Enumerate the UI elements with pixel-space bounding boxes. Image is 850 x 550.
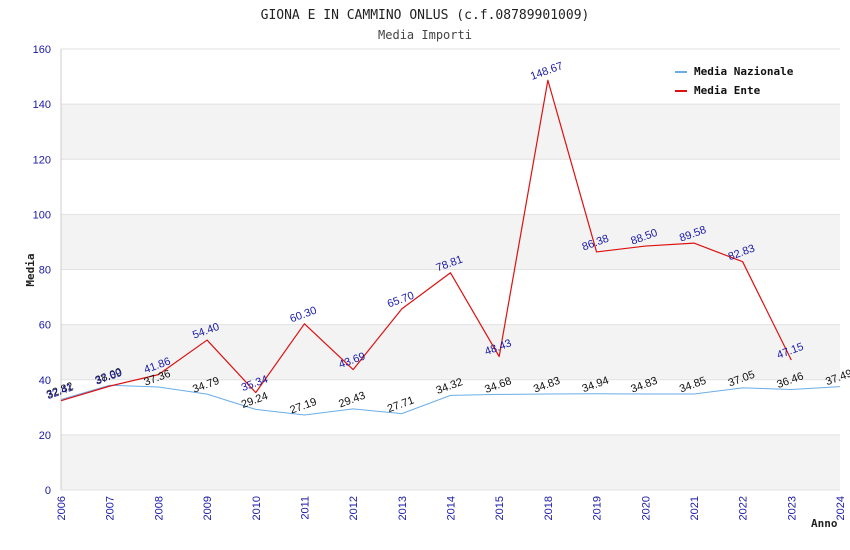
y-tick-label: 160	[33, 44, 51, 56]
grid-band	[61, 214, 840, 270]
series-line-ente	[60, 79, 792, 402]
x-tick-label: 2009	[202, 496, 214, 520]
grid-band	[61, 379, 840, 435]
x-tick-label: 2019	[592, 496, 604, 520]
x-axis-label: Anno	[811, 517, 838, 530]
x-tick-label: 2010	[251, 496, 263, 520]
y-tick-label: 140	[33, 99, 51, 111]
grid-band	[61, 159, 840, 215]
y-tick-label: 20	[39, 430, 51, 442]
grid-band	[61, 269, 840, 325]
grid-band	[61, 104, 840, 160]
series-lines	[60, 79, 841, 416]
grid	[60, 48, 840, 491]
x-tick-label: 2024	[835, 496, 847, 520]
x-tick-label: 2013	[397, 496, 409, 520]
x-tick-label: 2014	[446, 496, 458, 520]
x-tick-label: 2018	[543, 496, 555, 520]
y-tick-label: 0	[45, 485, 51, 497]
y-tick-label: 80	[39, 265, 51, 277]
legend-box	[669, 60, 809, 100]
legend-label-ente: Media Ente	[694, 84, 761, 97]
grid-band	[61, 324, 840, 380]
y-axis-ticks: 0 20 40 60 80 100 120 140 160	[33, 44, 51, 497]
grid-band	[61, 434, 840, 490]
x-tick-label: 2006	[56, 496, 68, 520]
y-tick-label: 40	[39, 375, 51, 387]
x-tick-label: 2021	[689, 496, 701, 520]
y-tick-label: 120	[33, 154, 51, 166]
x-tick-label: 2011	[299, 496, 311, 520]
x-tick-label: 2007	[105, 496, 117, 520]
chart-subtitle: Media Importi	[378, 28, 472, 42]
x-axis-ticks: 2006 2007 2008 2009 2010 2011 2012 2013 2014 2015…	[56, 496, 847, 520]
x-tick-label: 2022	[738, 496, 750, 520]
legend: Media Nazionale Media Ente	[669, 60, 809, 100]
x-tick-label: 2015	[494, 496, 506, 520]
x-tick-label: 2008	[153, 496, 165, 520]
y-axis-label: Media	[24, 253, 37, 286]
legend-label-nazionale: Media Nazionale	[694, 65, 794, 78]
chart-title: GIONA E IN CAMMINO ONLUS (c.f.0878990100…	[261, 8, 590, 23]
series-line-nazionale	[60, 384, 841, 416]
y-tick-label: 100	[33, 209, 51, 221]
x-tick-label: 2020	[640, 496, 652, 520]
x-tick-label: 2012	[348, 496, 360, 520]
x-tick-label: 2023	[786, 496, 798, 520]
y-tick-label: 60	[39, 320, 51, 332]
